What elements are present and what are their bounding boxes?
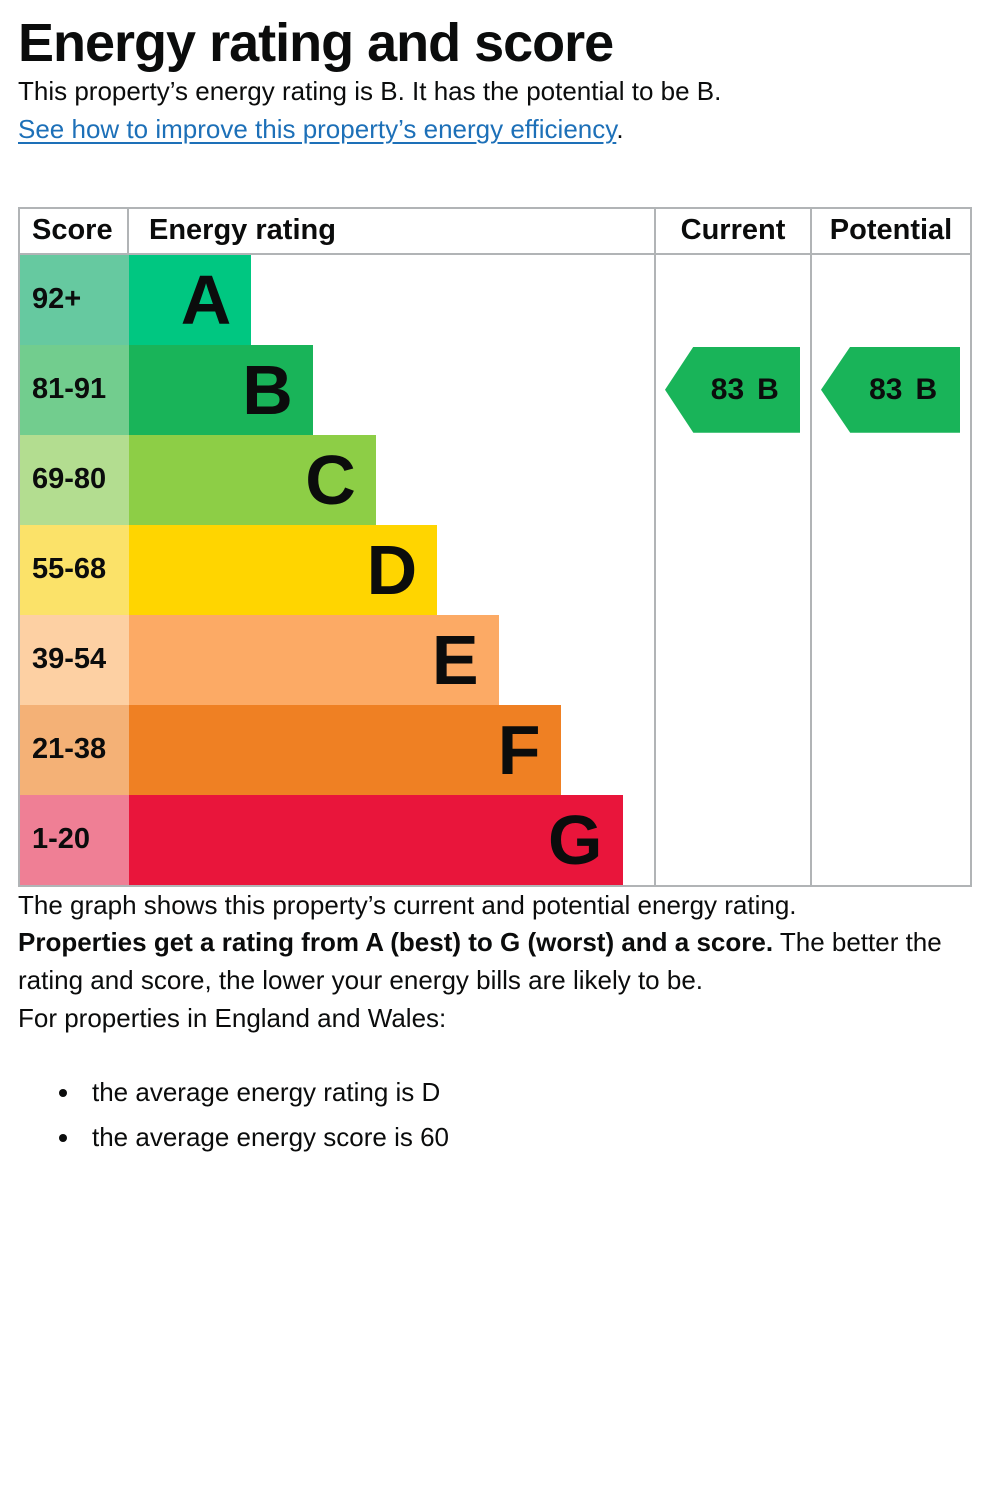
link-period: . bbox=[616, 114, 624, 145]
current-rating-arrow: 83 B bbox=[665, 346, 800, 433]
score-range-f: 21-38 bbox=[20, 704, 129, 795]
band-bar-d: D bbox=[129, 524, 438, 615]
epc-rating-graph: Score Energy rating Current Potential 92… bbox=[18, 206, 972, 887]
column-header-score: Score bbox=[20, 208, 129, 255]
averages-intro: For properties in England and Wales: bbox=[18, 1002, 447, 1033]
band-row-g: G bbox=[129, 794, 654, 885]
band-bar-c: C bbox=[129, 434, 376, 525]
score-range-b: 81-91 bbox=[20, 344, 129, 435]
score-range-e: 39-54 bbox=[20, 614, 129, 705]
score-range-c: 69-80 bbox=[20, 434, 129, 525]
band-row-f: F bbox=[129, 704, 654, 795]
improve-efficiency-paragraph: See how to improve this property’s energ… bbox=[18, 111, 972, 149]
score-range-g: 1-20 bbox=[20, 794, 129, 885]
average-score-item: the average energy score is 60 bbox=[82, 1121, 972, 1155]
column-header-potential: Potential bbox=[810, 208, 970, 255]
column-header-energy-rating: Energy rating bbox=[129, 209, 654, 255]
page-title: Energy rating and score bbox=[18, 13, 614, 73]
averages-list: the average energy rating is D the avera… bbox=[18, 1076, 972, 1156]
average-rating-item: the average energy rating is D bbox=[82, 1076, 972, 1110]
band-bar-g: G bbox=[129, 794, 623, 885]
improve-efficiency-link[interactable]: See how to improve this property’s energ… bbox=[18, 114, 617, 145]
band-row-a: A bbox=[129, 254, 654, 345]
band-row-d: D bbox=[129, 524, 654, 615]
score-range-d: 55-68 bbox=[20, 524, 129, 615]
band-bar-e: E bbox=[129, 614, 499, 705]
rating-summary-text: This property’s energy rating is B. It h… bbox=[18, 76, 722, 107]
band-bar-a: A bbox=[129, 254, 252, 345]
potential-rating-arrow: 83 B bbox=[821, 346, 960, 433]
band-row-b: B bbox=[129, 344, 654, 435]
band-bar-b: B bbox=[129, 344, 313, 435]
score-range-a: 92+ bbox=[20, 254, 129, 345]
current-band-letter: B bbox=[757, 372, 779, 406]
potential-rating-column: 83 B bbox=[810, 254, 970, 885]
graph-caption: The graph shows this property’s current … bbox=[18, 889, 797, 920]
rating-explainer-rest: The better the rating and score, the low… bbox=[18, 927, 942, 996]
band-bar-f: F bbox=[129, 704, 561, 795]
rating-explainer-bold: Properties get a rating from A (best) to… bbox=[18, 927, 774, 958]
column-header-current: Current bbox=[654, 208, 810, 255]
band-row-c: C bbox=[129, 434, 654, 525]
potential-score: 83 bbox=[869, 372, 903, 406]
current-rating-column: 83 B bbox=[654, 254, 810, 885]
rating-explainer: Properties get a rating from A (best) to… bbox=[18, 924, 973, 999]
potential-band-letter: B bbox=[915, 372, 938, 406]
band-row-e: E bbox=[129, 614, 654, 705]
current-score: 83 bbox=[710, 372, 745, 406]
